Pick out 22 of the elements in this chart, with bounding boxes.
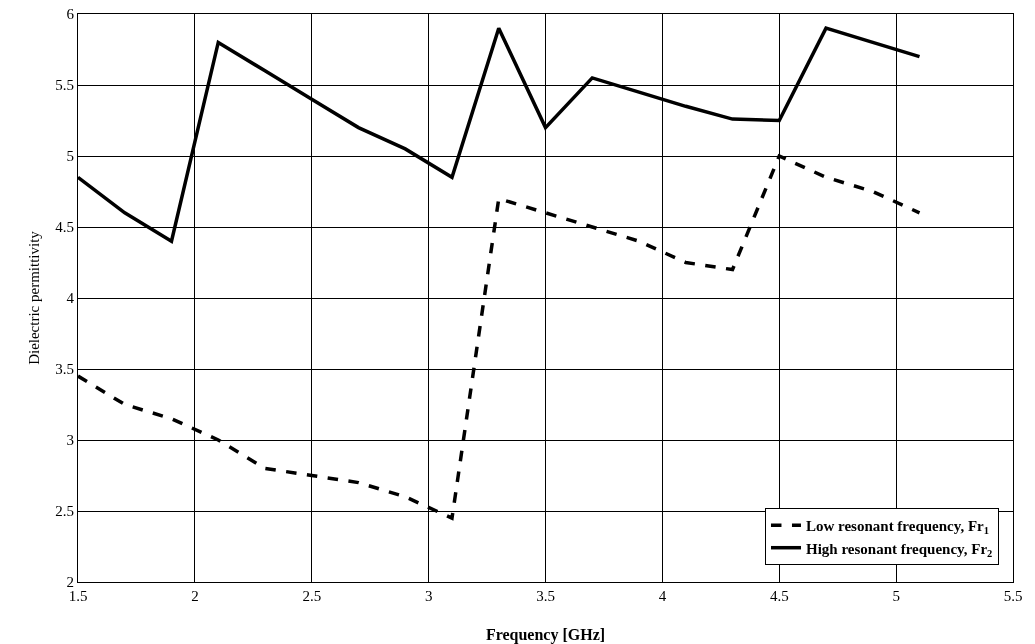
x-tick-label: 4.5 xyxy=(769,588,789,604)
y-tick-label: 4 xyxy=(66,290,75,307)
x-tick-label: 1.5 xyxy=(68,588,88,604)
y-tick-label: 5 xyxy=(66,148,74,165)
x-tick-label: 2.5 xyxy=(302,588,322,604)
x-axis-title: Frequency [GHz] xyxy=(485,626,606,644)
x-tick-label: 5.5 xyxy=(1003,588,1023,604)
y-tick-label: 3.5 xyxy=(55,361,74,378)
y-tick-label: 3 xyxy=(66,432,74,449)
y-axis-title: Dielectric permittivity xyxy=(25,230,42,365)
y-tick-label: 2.5 xyxy=(55,503,74,520)
legend-label: Low resonant frequency, Fr$_{1}$ xyxy=(805,518,990,537)
x-tick-label: 3.5 xyxy=(536,588,555,604)
x-tick-label: 3 xyxy=(424,588,433,604)
y-tick-label: 2 xyxy=(66,574,74,591)
y-tick-label: 4.5 xyxy=(55,219,74,236)
legend-label: High resonant frequency, Fr$_{2}$ xyxy=(805,540,993,559)
x-tick-label: 5 xyxy=(892,588,900,604)
x-tick-label: 2 xyxy=(191,588,199,604)
y-tick-label: 6 xyxy=(66,6,75,23)
y-tick-label: 5.5 xyxy=(55,77,74,94)
x-tick-label: 4 xyxy=(658,588,667,604)
